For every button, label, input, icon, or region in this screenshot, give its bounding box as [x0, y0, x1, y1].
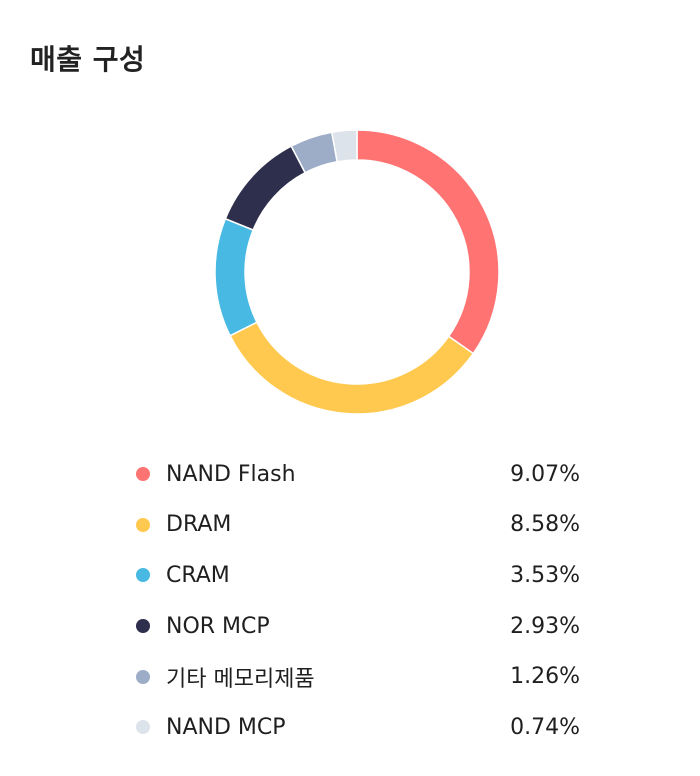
chart-legend: NAND Flash 9.07% DRAM 8.58% CRAM 3.53% N…	[134, 449, 580, 753]
legend-item-dram: DRAM 8.58%	[134, 500, 580, 551]
legend-swatch	[136, 720, 150, 735]
legend-label: 기타 메모리제품	[166, 666, 315, 692]
legend-item-nor-mcp: NOR MCP 2.93%	[134, 601, 580, 652]
legend-item-other-memory: 기타 메모리제품 1.26%	[134, 651, 580, 702]
legend-value: 1.26%	[510, 664, 580, 690]
donut-slice-cram	[214, 217, 258, 337]
legend-value: 0.74%	[510, 714, 580, 740]
legend-swatch	[136, 669, 150, 684]
donut-svg	[214, 129, 500, 415]
legend-item-nand-mcp: NAND MCP 0.74%	[134, 702, 580, 753]
legend-swatch	[136, 467, 150, 482]
donut-chart	[200, 115, 514, 429]
legend-label: NOR MCP	[166, 613, 270, 639]
legend-label: NAND MCP	[166, 714, 286, 740]
legend-value: 8.58%	[510, 512, 580, 538]
donut-slice-nor-mcp	[224, 145, 307, 231]
donut-slice-nand-mcp	[330, 129, 358, 163]
legend-value: 2.93%	[510, 613, 580, 639]
legend-swatch	[136, 619, 150, 634]
legend-item-nand-flash: NAND Flash 9.07%	[134, 449, 580, 500]
legend-value: 9.07%	[510, 461, 580, 487]
legend-swatch	[136, 517, 150, 532]
legend-label: NAND Flash	[166, 461, 296, 487]
legend-label: CRAM	[166, 562, 230, 588]
legend-swatch	[136, 568, 150, 583]
donut-slice-nand-flash	[356, 129, 500, 355]
chart-title: 매출 구성	[30, 43, 146, 76]
donut-slice-dram	[229, 321, 475, 415]
legend-value: 3.53%	[510, 562, 580, 588]
legend-label: DRAM	[166, 512, 232, 538]
legend-item-cram: CRAM 3.53%	[134, 550, 580, 601]
